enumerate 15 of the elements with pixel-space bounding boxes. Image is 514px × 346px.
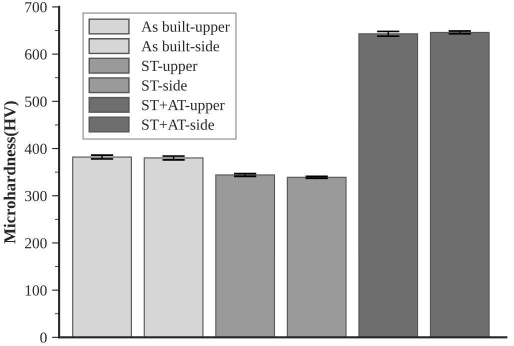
legend-label: ST+AT-upper [142, 100, 225, 114]
y-tick-label: 300 [25, 190, 47, 202]
y-tick-label: 500 [25, 96, 47, 107]
legend-label: As built-upper [141, 21, 230, 35]
y-tick-label: 700 [25, 2, 47, 12]
y-tick-label: 600 [25, 49, 47, 60]
y-axis-title: Microhardness(HV) [4, 101, 19, 244]
legend-label: ST-upper [142, 60, 198, 74]
legend-label: ST-side [142, 80, 187, 91]
y-tick-label: 400 [24, 144, 47, 154]
legend-label: As built-side [141, 40, 220, 52]
legend-label: ST+AT-side [142, 119, 214, 130]
y-tick-label: 100 [26, 285, 47, 296]
y-tick-label: 0 [40, 332, 47, 343]
y-tick-label: 200 [25, 238, 47, 248]
